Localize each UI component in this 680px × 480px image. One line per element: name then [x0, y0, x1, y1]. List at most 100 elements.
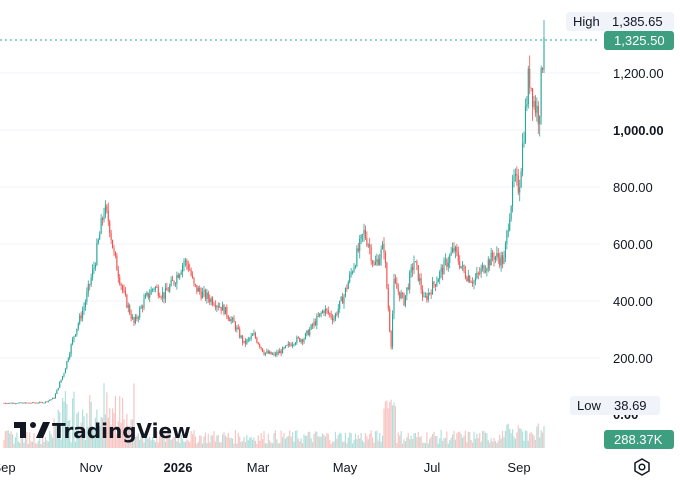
volume-bar [17, 441, 19, 448]
candle-body [432, 281, 434, 295]
x-tick-label: 2026 [164, 460, 193, 475]
candle-body [304, 333, 306, 340]
candle-body [533, 100, 535, 107]
candle-body [17, 402, 19, 404]
candle-body [112, 239, 114, 249]
volume-bar [373, 442, 375, 448]
volume-bar [533, 435, 535, 448]
candle-body [106, 205, 108, 211]
candle-body [333, 318, 335, 321]
volume-bar [441, 440, 444, 448]
candle-body [269, 351, 271, 354]
candle-body [279, 350, 281, 354]
candle-body [360, 235, 362, 239]
candle-body [116, 255, 118, 271]
candle-body [54, 393, 56, 399]
volume-bar [56, 422, 58, 448]
candle-body [387, 288, 389, 309]
volume-bar [496, 443, 498, 448]
candle-body [443, 260, 445, 275]
volume-bar [39, 431, 41, 448]
candle-body [287, 343, 289, 346]
candle-body [529, 68, 531, 88]
volume-bar [204, 432, 207, 448]
volume-bar [410, 435, 412, 448]
candle-body [463, 264, 465, 272]
volume-bar [291, 432, 294, 448]
candle-body [363, 229, 365, 235]
candle-body [99, 233, 101, 240]
volume-bar [146, 436, 148, 448]
volume-bar [309, 431, 311, 448]
volume-bar [207, 433, 209, 448]
volume-bar [23, 442, 25, 448]
volume-bar [190, 431, 192, 448]
volume-bar [434, 435, 437, 448]
volume-bar [289, 430, 291, 448]
volume-bar [144, 437, 147, 448]
candle-body [373, 263, 375, 265]
candle-body [132, 317, 134, 319]
volume-bar [70, 442, 72, 448]
volume-bar [287, 435, 289, 448]
volume-bar [374, 431, 377, 448]
candle-body [66, 361, 68, 369]
candle-body [399, 291, 401, 299]
volume-bar [256, 443, 258, 448]
volume-bar [494, 440, 497, 448]
candle-body [24, 402, 26, 404]
volume-bar [44, 437, 47, 448]
volume-bar [524, 430, 527, 448]
candle-body [119, 277, 121, 284]
candle-body [77, 323, 79, 329]
volume-bar [444, 438, 447, 448]
y-axis: 200.00 400.00 600.00 800.00 1,000.00 1,200.00 [613, 66, 664, 366]
volume-bar [140, 435, 142, 448]
volume-bar [351, 443, 354, 448]
volume-bar [390, 399, 392, 448]
volume-bar [157, 442, 159, 448]
candle-body [227, 316, 229, 320]
gear-icon[interactable] [634, 458, 650, 476]
candle-body [177, 274, 179, 278]
volume-bar [54, 424, 57, 448]
candle-body [130, 313, 132, 319]
candle-body [107, 210, 109, 222]
candle-body [166, 287, 168, 291]
candle-body [277, 352, 279, 354]
candle-body [409, 272, 411, 290]
volume-bar [66, 403, 68, 448]
candle-body [459, 261, 461, 268]
high-label: High [573, 14, 600, 29]
volume-bar [487, 440, 489, 448]
volume-bar [173, 436, 175, 448]
volume-bar [536, 426, 538, 448]
candle-body [483, 265, 485, 273]
candle-body [29, 402, 31, 404]
candle-body [349, 274, 351, 283]
candle-body [400, 293, 402, 299]
volume-bar [281, 437, 284, 448]
volume-bar [167, 433, 169, 448]
volume-bar [197, 441, 199, 448]
candle-body [92, 269, 94, 278]
volume-bar [427, 443, 429, 448]
candle-body [294, 343, 296, 345]
volume-bar [159, 435, 161, 448]
volume-bar [114, 395, 117, 448]
volume-bar [166, 434, 168, 448]
brand-logo[interactable]: TradingView [14, 419, 191, 443]
candle-body [429, 292, 431, 294]
volume-bar [407, 433, 409, 448]
volume-bar [353, 439, 355, 448]
candle-body [60, 379, 62, 383]
volume-bar [467, 431, 469, 448]
volume-bar [451, 434, 454, 448]
candle-body [539, 116, 541, 125]
candle-body [43, 402, 45, 404]
candle-body [203, 290, 205, 292]
candle-body [274, 353, 276, 356]
candle-body [306, 330, 308, 334]
volume-bar [411, 438, 414, 448]
